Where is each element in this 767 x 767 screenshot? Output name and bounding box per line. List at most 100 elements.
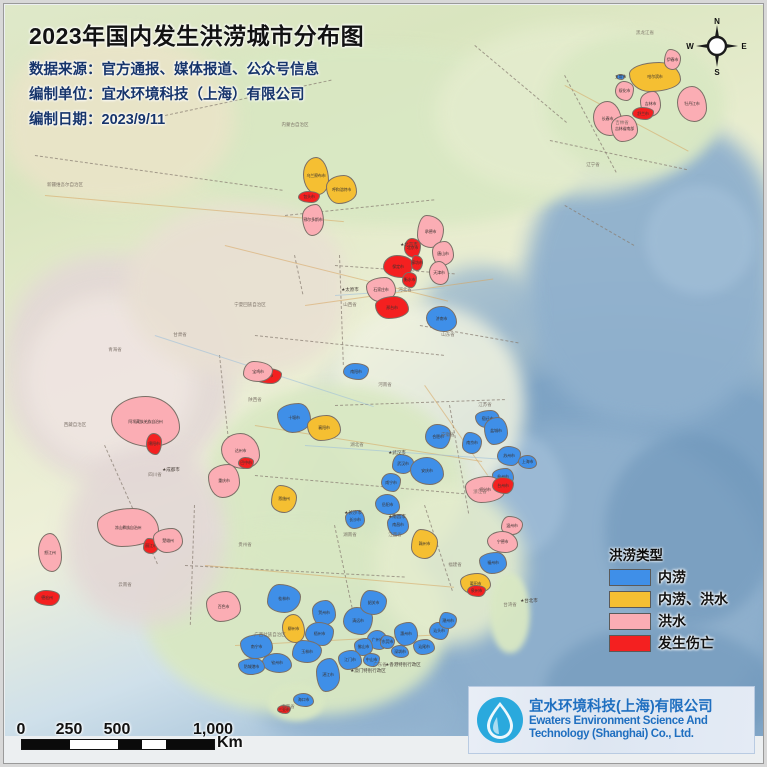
flood-city-region[interactable] xyxy=(293,693,314,707)
compass-n: N xyxy=(714,17,720,26)
flood-city-region[interactable] xyxy=(97,508,159,547)
flood-city-region[interactable] xyxy=(615,81,634,101)
flood-city-region[interactable] xyxy=(611,115,638,142)
city-marker-label: ★太原市 xyxy=(341,287,359,292)
flood-city-region[interactable] xyxy=(206,591,241,622)
flood-city-region[interactable] xyxy=(375,296,409,319)
flood-city-region[interactable] xyxy=(487,531,518,553)
flood-city-region[interactable] xyxy=(277,403,311,433)
province-label: 广西壮族自治区 xyxy=(254,632,286,637)
flood-city-region[interactable] xyxy=(492,477,514,494)
flood-city-region[interactable] xyxy=(411,529,438,559)
flood-city-region[interactable] xyxy=(338,650,362,670)
subtitle-data-source: 数据来源：官方通报、媒体报道、公众号信息 xyxy=(29,62,319,78)
flood-city-region[interactable] xyxy=(307,415,341,441)
province-label: 陕西省 xyxy=(248,397,262,402)
flood-city-region[interactable] xyxy=(413,639,435,655)
flood-city-region[interactable] xyxy=(262,653,292,673)
flood-city-region[interactable] xyxy=(391,645,409,658)
province-label: 四川省 xyxy=(148,472,162,477)
province-label: 云南省 xyxy=(118,582,132,587)
flood-city-region[interactable] xyxy=(518,455,537,469)
province-label: 湖南省 xyxy=(343,532,357,537)
flood-city-region[interactable] xyxy=(664,49,681,70)
flood-city-region[interactable] xyxy=(616,74,625,80)
legend: 洪涝类型 内涝 内涝、洪水 洪水发生伤亡 xyxy=(609,544,728,655)
flood-city-region[interactable] xyxy=(411,255,423,271)
scale-unit-label: Km xyxy=(217,734,243,751)
flood-city-region[interactable] xyxy=(375,494,400,515)
flood-city-region[interactable] xyxy=(267,584,301,613)
flood-city-region[interactable] xyxy=(677,86,707,122)
flood-city-region[interactable] xyxy=(363,653,380,667)
city-marker-label: ★长沙市 xyxy=(344,510,362,515)
flood-city-region[interactable] xyxy=(429,261,449,285)
flood-city-region[interactable] xyxy=(402,272,417,288)
province-label: 青海省 xyxy=(108,347,122,352)
province-label: 黑龙江省 xyxy=(636,30,654,35)
flood-city-region[interactable] xyxy=(146,433,162,455)
scale-bar-graphic xyxy=(21,739,215,750)
province-label: 山西省 xyxy=(343,302,357,307)
map-canvas[interactable]: 哈尔滨市 绥化市 伊春市 牡丹江市 五常市 吉林市 舒兰市 长春市 吉林省南部 乌兰察布市 呼和浩特… xyxy=(5,5,764,736)
flood-city-region[interactable] xyxy=(439,612,457,629)
flood-city-region[interactable] xyxy=(243,361,273,382)
flood-city-region[interactable] xyxy=(34,590,60,606)
flood-city-region[interactable] xyxy=(387,514,409,536)
flood-city-region[interactable] xyxy=(38,533,62,572)
province-label: 吉林省 xyxy=(615,120,629,125)
flood-city-region[interactable] xyxy=(484,417,508,445)
flood-city-region[interactable] xyxy=(343,363,369,380)
province-label: 宁夏回族自治区 xyxy=(234,302,266,307)
logo-company-en-1: Ewaters Environment Science And xyxy=(529,715,708,728)
flood-city-region[interactable] xyxy=(111,396,180,447)
legend-swatch xyxy=(609,590,651,608)
flood-city-region[interactable] xyxy=(282,614,305,643)
logo-company-en-2: Technology (Shanghai) Co., Ltd. xyxy=(529,728,694,741)
flood-city-region[interactable] xyxy=(271,485,297,513)
province-label: 河北省 xyxy=(398,287,412,292)
flood-city-region[interactable] xyxy=(467,585,486,597)
province-label: 山东省 xyxy=(441,332,455,337)
flood-city-region[interactable] xyxy=(302,204,324,236)
flood-city-region[interactable] xyxy=(479,552,507,574)
flood-city-region[interactable] xyxy=(632,107,654,120)
flood-city-region[interactable] xyxy=(316,658,340,692)
flood-city-region[interactable] xyxy=(425,424,451,449)
flood-city-region[interactable] xyxy=(303,157,329,195)
flood-city-region[interactable] xyxy=(345,510,365,529)
scale-tick: 0 xyxy=(16,721,26,738)
scale-tick: 250 xyxy=(55,721,83,738)
flood-city-region[interactable] xyxy=(238,658,265,675)
flood-city-region[interactable] xyxy=(292,640,322,663)
province-label: 安徽省 xyxy=(441,432,455,437)
flood-city-region[interactable] xyxy=(305,622,334,646)
flood-city-region[interactable] xyxy=(153,528,183,553)
legend-item[interactable]: 内涝、洪水 xyxy=(609,589,728,609)
flood-city-region[interactable] xyxy=(208,464,240,498)
legend-item[interactable]: 发生伤亡 xyxy=(609,633,728,653)
province-label: 贵州省 xyxy=(238,542,252,547)
flood-city-region[interactable] xyxy=(298,191,320,203)
flood-city-region[interactable] xyxy=(426,306,457,332)
flood-city-region[interactable] xyxy=(238,457,254,469)
province-label: 河南省 xyxy=(378,382,392,387)
flood-city-region[interactable] xyxy=(277,705,291,714)
province-label: 浙江省 xyxy=(473,489,487,494)
flood-city-region[interactable] xyxy=(326,175,357,204)
legend-item[interactable]: 内涝 xyxy=(609,567,728,587)
flood-city-region[interactable] xyxy=(380,635,395,649)
flood-city-region[interactable] xyxy=(410,457,444,485)
city-marker-label: ★北京市 xyxy=(400,242,418,247)
city-marker-label: ★香港特别行政区 xyxy=(385,662,421,667)
legend-swatch xyxy=(609,634,651,652)
city-marker-label: ★台北市 xyxy=(520,598,538,603)
flood-city-region[interactable] xyxy=(381,473,401,492)
legend-title: 洪涝类型 xyxy=(609,548,663,563)
water-drop-icon xyxy=(475,695,525,745)
city-marker-label: ★成都市 xyxy=(162,467,180,472)
legend-item[interactable]: 洪水 xyxy=(609,611,728,631)
legend-label: 发生伤亡 xyxy=(658,635,714,651)
flood-city-region[interactable] xyxy=(462,432,482,454)
flood-city-region[interactable] xyxy=(360,590,387,615)
